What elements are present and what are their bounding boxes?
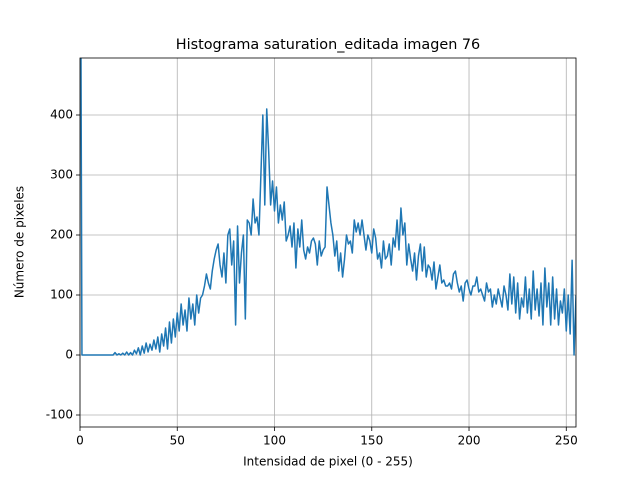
x-tick-label: 250 (555, 434, 578, 448)
axes-frame (79, 57, 577, 428)
y-tick-label: 300 (50, 168, 73, 182)
x-tick-label: 150 (360, 434, 383, 448)
plot-area (80, 58, 576, 356)
y-tick-label: 400 (50, 108, 73, 122)
chart-title: Histograma saturation_editada imagen 76 (176, 37, 480, 53)
x-tick-label: 0 (76, 434, 84, 448)
y-tick-label: -100 (46, 408, 73, 422)
grid (79, 58, 576, 427)
y-axis-label: Número de pixeles (13, 186, 27, 298)
x-tick-label: 100 (263, 434, 286, 448)
y-tick-label: 100 (50, 288, 73, 302)
x-tick-label: 50 (170, 434, 185, 448)
x-axis-label: Intensidad de pixel (0 - 255) (243, 455, 413, 469)
y-tick-label: 0 (65, 348, 73, 362)
y-tick-label: 200 (50, 228, 73, 242)
data-line (80, 58, 576, 356)
x-tick-label: 200 (458, 434, 481, 448)
